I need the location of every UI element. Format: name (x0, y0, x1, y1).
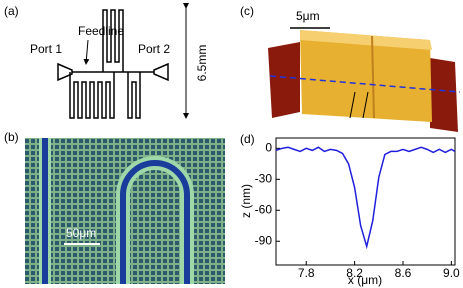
scale-label: 50μm (66, 226, 96, 240)
x-tick-label: 8.6 (395, 266, 412, 280)
x-tick-label: 9.0 (443, 266, 460, 280)
plot-frame (275, 137, 456, 266)
x-axis-label: x (μm) (348, 273, 382, 287)
size-label: 6.5mm (195, 45, 209, 82)
scale-label: 5μm (296, 9, 320, 23)
y-tick-label: 0 (265, 140, 272, 154)
x-tick-label: 8.2 (346, 266, 363, 280)
y-tick-label: -30 (255, 171, 273, 185)
y-axis-label: z (nm) (239, 184, 253, 218)
scan-line (269, 75, 461, 93)
port-label: Port 2 (138, 42, 170, 56)
trench-marker (349, 91, 356, 119)
feedline-stripe (42, 138, 48, 284)
panel-label: (d) (240, 132, 255, 146)
resonator-arc (120, 160, 190, 284)
x-tick-label: 7.8 (298, 266, 315, 280)
y-tick-label: -60 (255, 202, 273, 216)
panel-label: (a) (4, 4, 19, 18)
profile-line (275, 146, 456, 250)
resonator-schematic (57, 9, 169, 119)
panel-label: (c) (240, 4, 254, 18)
panel-label: (b) (4, 130, 19, 144)
pointer-arrow (83, 39, 90, 65)
afm-surface (268, 30, 458, 132)
port-label: Port 1 (30, 42, 62, 56)
y-tick-label: -90 (255, 233, 273, 247)
feedline-label: Feedline (78, 24, 124, 38)
trench-marker (362, 91, 369, 119)
